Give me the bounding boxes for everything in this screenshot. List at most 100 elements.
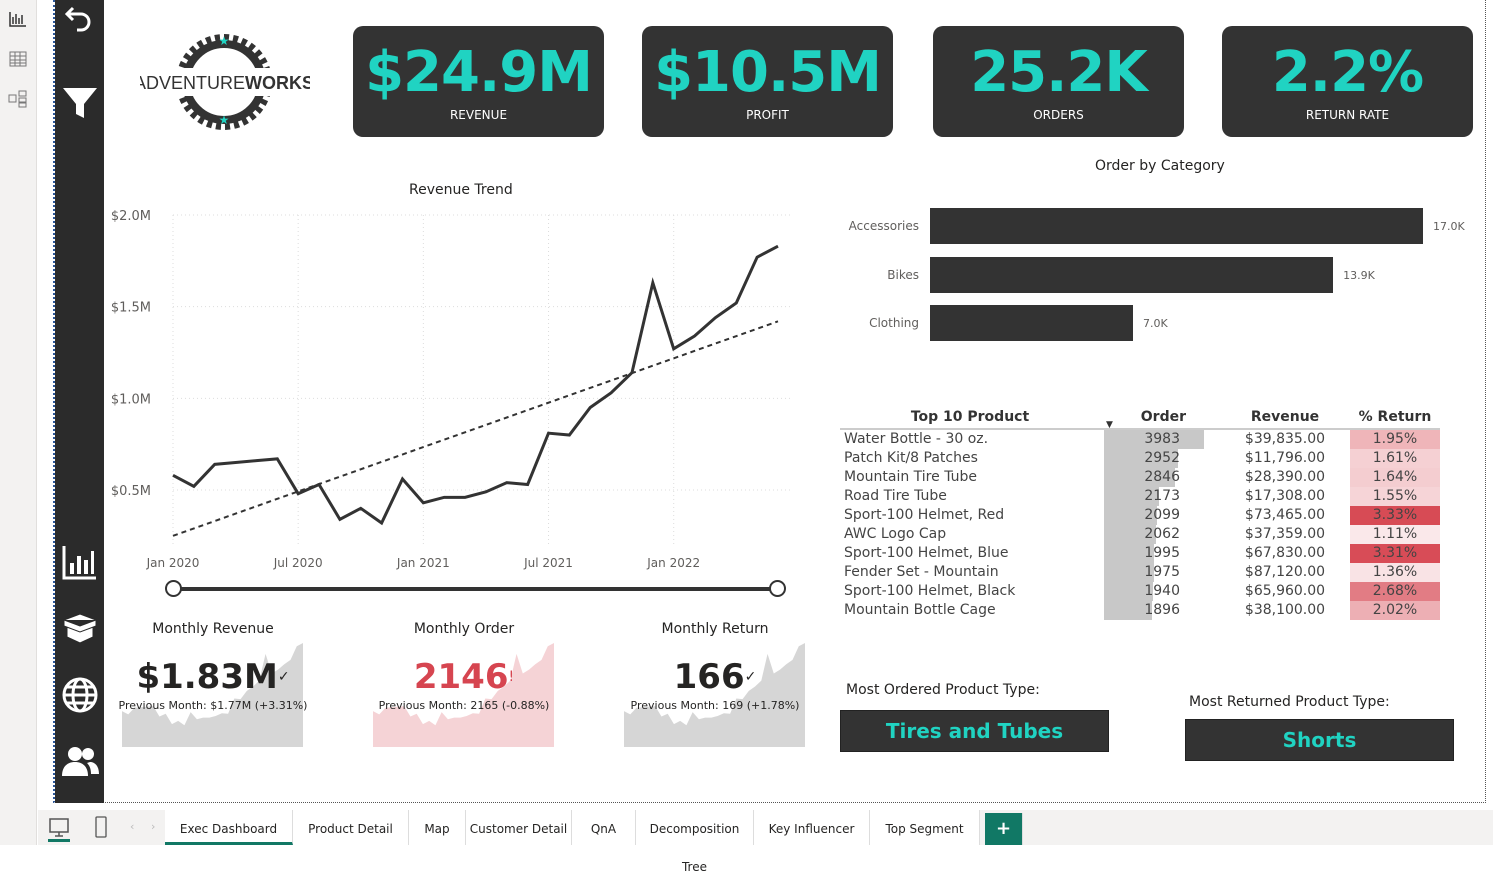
data-point[interactable]: [609, 391, 613, 395]
slider-start-handle[interactable]: [165, 580, 182, 597]
return-cell: 3.31%: [1350, 544, 1440, 563]
data-point[interactable]: [338, 517, 342, 521]
data-point[interactable]: [755, 255, 759, 259]
data-point[interactable]: [463, 495, 467, 499]
y-tick-label: $2.0M: [111, 209, 151, 224]
data-point[interactable]: [317, 483, 321, 487]
tab-exec-dashboard[interactable]: Exec Dashboard: [165, 810, 293, 845]
data-point[interactable]: [213, 462, 217, 466]
tab-key-influencer[interactable]: Key Influencer: [754, 810, 870, 845]
tab-decomposition-tree[interactable]: Decomposition Tree: [636, 810, 754, 874]
data-point[interactable]: [526, 483, 530, 487]
box-icon[interactable]: [61, 609, 99, 647]
order-cell: 2099: [1100, 506, 1220, 525]
data-point[interactable]: [505, 481, 509, 485]
filter-icon[interactable]: [61, 84, 99, 122]
tab-product-detail[interactable]: Product Detail: [293, 810, 409, 845]
col-header-order-label: Order: [1140, 408, 1186, 425]
tab-scroll-right-icon[interactable]: ›: [151, 820, 156, 833]
report-view-icon[interactable]: [8, 9, 28, 29]
data-point[interactable]: [693, 334, 697, 338]
sort-desc-icon: ▼: [1106, 420, 1113, 430]
product-cell: Road Tire Tube: [844, 488, 947, 504]
data-point[interactable]: [713, 316, 717, 320]
table-row[interactable]: Sport-100 Helmet, Red 2099 $73,465.00 3.…: [840, 506, 1440, 525]
report-canvas: [53, 0, 1486, 803]
slider-end-handle[interactable]: [769, 580, 786, 597]
tab-customer-detail[interactable]: Customer Detail: [466, 810, 572, 845]
data-point[interactable]: [630, 371, 634, 375]
order-cell: 1975: [1100, 563, 1220, 582]
data-point[interactable]: [484, 490, 488, 494]
data-point[interactable]: [234, 461, 238, 465]
table-row[interactable]: Patch Kit/8 Patches 2952 $11,796.00 1.61…: [840, 449, 1440, 468]
tab-scroll-left-icon[interactable]: ‹: [130, 820, 135, 833]
category-bar[interactable]: [930, 208, 1423, 244]
col-header-return[interactable]: % Return: [1350, 405, 1440, 430]
data-point[interactable]: [421, 501, 425, 505]
product-cell: Sport-100 Helmet, Black: [844, 583, 1016, 599]
data-point[interactable]: [442, 495, 446, 499]
card-title: Monthly Order: [413, 621, 515, 637]
product-cell: Fender Set - Mountain: [844, 564, 999, 580]
model-view-icon[interactable]: [8, 89, 28, 109]
svg-text:★: ★: [219, 34, 230, 48]
table-row[interactable]: AWC Logo Cap 2062 $37,359.00 1.11%: [840, 525, 1440, 544]
sparkline-area: [373, 643, 554, 747]
table-row[interactable]: Water Bottle - 30 oz. 3983 $39,835.00 1.…: [840, 429, 1440, 449]
revenue-cell: $28,390.00: [1244, 469, 1326, 485]
kpi-return-rate: 2.2% RETURN RATE: [1222, 26, 1473, 137]
table-row[interactable]: Road Tire Tube 2173 $17,308.00 1.55%: [840, 487, 1440, 506]
tab-map[interactable]: Map: [409, 810, 466, 845]
date-range-slider[interactable]: [165, 580, 787, 598]
data-point[interactable]: [547, 431, 551, 435]
revenue-trend-chart[interactable]: $0.5M $1.0M $1.5M $2.0M Jan 2020 Jul 2020 Jan …: [105, 200, 805, 580]
data-point[interactable]: [400, 477, 404, 481]
table-row[interactable]: Sport-100 Helmet, Black 1940 $65,960.00 …: [840, 582, 1440, 601]
data-point[interactable]: [171, 473, 175, 477]
card-title: Monthly Return: [661, 621, 769, 637]
table-row[interactable]: Mountain Bottle Cage 1896 $38,100.00 2.0…: [840, 601, 1440, 620]
add-page-button[interactable]: +: [985, 813, 1023, 845]
col-header-order[interactable]: Order ▼: [1100, 405, 1220, 430]
people-icon[interactable]: [61, 742, 99, 780]
return-cell: 3.33%: [1350, 506, 1440, 525]
order-cell: 1896: [1100, 601, 1220, 620]
col-header-product[interactable]: Top 10 Product: [840, 405, 1100, 430]
data-point[interactable]: [651, 281, 655, 285]
table-row[interactable]: Fender Set - Mountain 1975 $87,120.00 1.…: [840, 563, 1440, 582]
back-arrow-icon[interactable]: [61, 2, 99, 40]
order-cell: 1940: [1100, 582, 1220, 601]
kpi-card: Monthly Order 2146! Previous Month: 2165…: [369, 621, 559, 712]
data-point[interactable]: [567, 433, 571, 437]
tab-qna[interactable]: QnA: [572, 810, 636, 845]
data-point[interactable]: [672, 347, 676, 351]
active-layout-indicator: [48, 839, 70, 842]
table-row[interactable]: Sport-100 Helmet, Blue 1995 $67,830.00 3…: [840, 544, 1440, 563]
col-header-revenue[interactable]: Revenue: [1220, 405, 1350, 430]
x-tick-label: Jul 2020: [273, 556, 323, 570]
data-point[interactable]: [776, 244, 780, 248]
desktop-layout-icon[interactable]: [48, 817, 70, 839]
data-point[interactable]: [296, 492, 300, 496]
tab-top-segment[interactable]: Top Segment: [870, 810, 980, 845]
previous-month-text: Previous Month: $1.77M (+3.31%): [118, 699, 308, 712]
data-point[interactable]: [192, 484, 196, 488]
data-point[interactable]: [588, 406, 592, 410]
category-bar[interactable]: [930, 257, 1334, 293]
table-row[interactable]: Mountain Tire Tube 2846 $28,390.00 1.64%: [840, 468, 1440, 487]
product-cell: AWC Logo Cap: [844, 526, 947, 542]
data-point[interactable]: [734, 301, 738, 305]
mobile-layout-icon[interactable]: [94, 816, 108, 838]
data-point[interactable]: [359, 506, 363, 510]
data-point[interactable]: [254, 459, 258, 463]
return-cell: 1.36%: [1350, 563, 1440, 582]
globe-icon[interactable]: [61, 676, 99, 714]
data-point[interactable]: [380, 521, 384, 525]
revenue-cell: $11,796.00: [1244, 450, 1326, 466]
category-bar[interactable]: [930, 305, 1133, 341]
chart-icon[interactable]: [61, 543, 99, 581]
revenue-cell: $87,120.00: [1244, 564, 1326, 580]
data-point[interactable]: [275, 457, 279, 461]
data-view-icon[interactable]: [8, 49, 28, 69]
